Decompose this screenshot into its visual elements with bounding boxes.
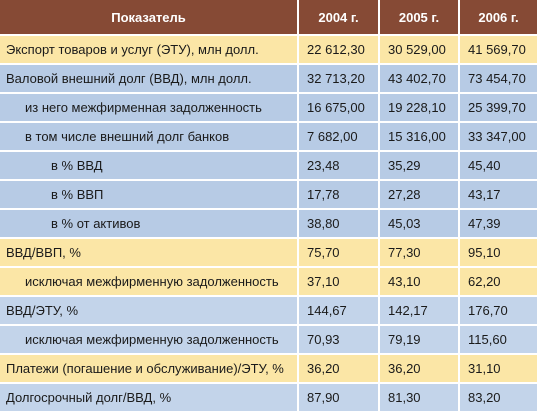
cell-2004: 87,90	[298, 383, 380, 413]
table-row: Экспорт товаров и услуг (ЭТУ), млн долл.…	[0, 35, 537, 65]
cell-2004: 22 612,30	[298, 35, 380, 65]
cell-2004: 70,93	[298, 325, 380, 355]
cell-2006: 25 399,70	[459, 93, 537, 123]
cell-2004: 32 713,20	[298, 64, 380, 94]
cell-2004: 7 682,00	[298, 122, 380, 152]
row-label: в % ВВД	[0, 151, 299, 181]
cell-2006: 95,10	[459, 238, 537, 268]
header-2006: 2006 г.	[459, 0, 537, 36]
header-indicator: Показатель	[0, 0, 299, 36]
cell-2006: 43,17	[459, 180, 537, 210]
cell-2004: 144,67	[298, 296, 380, 326]
cell-2005: 43,10	[379, 267, 460, 297]
row-label: ВВД/ВВП, %	[0, 238, 299, 268]
table-row: из него межфирменная задолженность 16 67…	[0, 93, 537, 123]
row-label: Экспорт товаров и услуг (ЭТУ), млн долл.	[0, 35, 299, 65]
row-label: Долгосрочный долг/ВВД, %	[0, 383, 299, 413]
cell-2004: 36,20	[298, 354, 380, 384]
row-label: Платежи (погашение и обслуживание)/ЭТУ, …	[0, 354, 299, 384]
table-row: ВВД/ВВП, % 75,70 77,30 95,10	[0, 238, 537, 268]
cell-2006: 83,20	[459, 383, 537, 413]
row-label: исключая межфирменную задолженность	[0, 325, 299, 355]
cell-2005: 43 402,70	[379, 64, 460, 94]
cell-2004: 16 675,00	[298, 93, 380, 123]
cell-2005: 79,19	[379, 325, 460, 355]
cell-2004: 37,10	[298, 267, 380, 297]
table-row: Долгосрочный долг/ВВД, % 87,90 81,30 83,…	[0, 383, 537, 413]
header-2004: 2004 г.	[298, 0, 380, 36]
cell-2006: 41 569,70	[459, 35, 537, 65]
cell-2005: 45,03	[379, 209, 460, 239]
table-row: ВВД/ЭТУ, % 144,67 142,17 176,70	[0, 296, 537, 326]
cell-2005: 27,28	[379, 180, 460, 210]
table-row: в % ВВП 17,78 27,28 43,17	[0, 180, 537, 210]
cell-2006: 62,20	[459, 267, 537, 297]
cell-2005: 142,17	[379, 296, 460, 326]
cell-2006: 45,40	[459, 151, 537, 181]
row-label: исключая межфирменную задолженность	[0, 267, 299, 297]
row-label: в % ВВП	[0, 180, 299, 210]
cell-2006: 47,39	[459, 209, 537, 239]
table-row: в % от активов 38,80 45,03 47,39	[0, 209, 537, 239]
cell-2005: 36,20	[379, 354, 460, 384]
cell-2006: 115,60	[459, 325, 537, 355]
table-body: Экспорт товаров и услуг (ЭТУ), млн долл.…	[0, 35, 537, 413]
table-row: Валовой внешний долг (ВВД), млн долл. 32…	[0, 64, 537, 94]
cell-2006: 33 347,00	[459, 122, 537, 152]
table-row: исключая межфирменную задолженность 70,9…	[0, 325, 537, 355]
cell-2006: 31,10	[459, 354, 537, 384]
table-row: Платежи (погашение и обслуживание)/ЭТУ, …	[0, 354, 537, 384]
table-row: в % ВВД 23,48 35,29 45,40	[0, 151, 537, 181]
cell-2006: 176,70	[459, 296, 537, 326]
header-row: Показатель 2004 г. 2005 г. 2006 г.	[0, 0, 537, 36]
cell-2004: 17,78	[298, 180, 380, 210]
cell-2004: 23,48	[298, 151, 380, 181]
cell-2006: 73 454,70	[459, 64, 537, 94]
row-label: Валовой внешний долг (ВВД), млн долл.	[0, 64, 299, 94]
row-label: в % от активов	[0, 209, 299, 239]
cell-2005: 35,29	[379, 151, 460, 181]
table-header: Показатель 2004 г. 2005 г. 2006 г.	[0, 0, 537, 36]
cell-2005: 81,30	[379, 383, 460, 413]
row-label: из него межфирменная задолженность	[0, 93, 299, 123]
row-label: в том числе внешний долг банков	[0, 122, 299, 152]
cell-2005: 19 228,10	[379, 93, 460, 123]
table-row: исключая межфирменную задолженность 37,1…	[0, 267, 537, 297]
table-row: в том числе внешний долг банков 7 682,00…	[0, 122, 537, 152]
cell-2004: 38,80	[298, 209, 380, 239]
cell-2005: 15 316,00	[379, 122, 460, 152]
cell-2005: 77,30	[379, 238, 460, 268]
row-label: ВВД/ЭТУ, %	[0, 296, 299, 326]
header-2005: 2005 г.	[379, 0, 460, 36]
cell-2005: 30 529,00	[379, 35, 460, 65]
cell-2004: 75,70	[298, 238, 380, 268]
